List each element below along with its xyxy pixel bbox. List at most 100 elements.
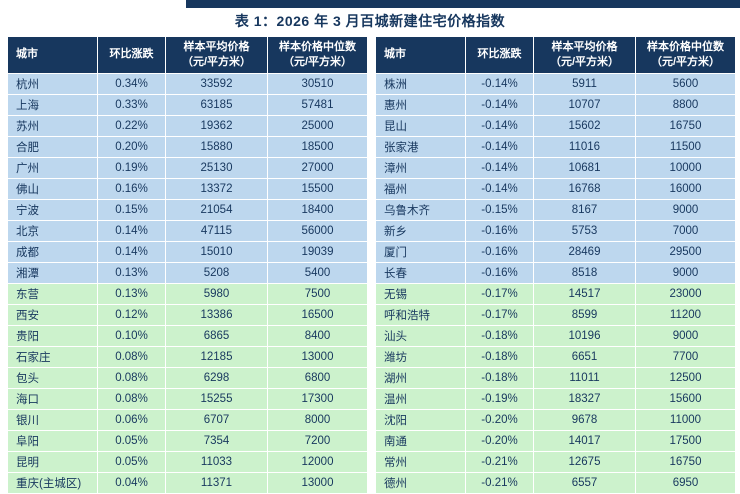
avg-price-cell: 6865: [165, 324, 268, 347]
header-row: 城市 环比涨跌 样本平均价格 （元/平方米） 样本价格中位数 （元/平方米）: [375, 36, 736, 74]
avg-price-cell: 6298: [165, 366, 268, 389]
table-row: 上海 0.33% 63185 57481: [7, 93, 368, 116]
table-row: 常州 -0.21% 12675 16750: [375, 450, 736, 473]
median-price-cell: 11500: [635, 135, 736, 158]
avg-price-cell: 19362: [165, 114, 268, 137]
median-price-cell: 25000: [267, 114, 368, 137]
avg-price-cell: 13386: [165, 303, 268, 326]
city-cell: 厦门: [375, 240, 466, 263]
city-cell: 石家庄: [7, 345, 98, 368]
city-cell: 惠州: [375, 93, 466, 116]
avg-price-cell: 6557: [533, 471, 636, 494]
avg-price-cell: 11371: [165, 471, 268, 494]
table-row: 无锡 -0.17% 14517 23000: [375, 282, 736, 305]
change-cell: 0.08%: [97, 345, 166, 368]
median-price-cell: 57481: [267, 93, 368, 116]
table-row: 昆山 -0.14% 15602 16750: [375, 114, 736, 137]
table-row: 海口 0.08% 15255 17300: [7, 387, 368, 410]
city-cell: 包头: [7, 366, 98, 389]
col-header-median-unit: （元/平方米）: [282, 55, 353, 68]
table-row: 北京 0.14% 47115 56000: [7, 219, 368, 242]
median-price-cell: 15500: [267, 177, 368, 200]
change-cell: -0.18%: [465, 324, 534, 347]
change-cell: -0.14%: [465, 135, 534, 158]
table-row: 德州 -0.21% 6557 6950: [375, 471, 736, 494]
city-cell: 阜阳: [7, 429, 98, 452]
change-cell: 0.13%: [97, 282, 166, 305]
city-cell: 西安: [7, 303, 98, 326]
median-price-cell: 8000: [267, 408, 368, 431]
change-cell: 0.04%: [97, 471, 166, 494]
change-cell: -0.21%: [465, 450, 534, 473]
avg-price-cell: 15010: [165, 240, 268, 263]
city-cell: 乌鲁木齐: [375, 198, 466, 221]
median-price-cell: 10000: [635, 156, 736, 179]
col-header-avg-unit: （元/平方米）: [549, 55, 620, 68]
table-row: 株洲 -0.14% 5911 5600: [375, 72, 736, 95]
median-price-cell: 13000: [267, 345, 368, 368]
avg-price-cell: 5208: [165, 261, 268, 284]
median-price-cell: 9000: [635, 261, 736, 284]
median-price-cell: 19039: [267, 240, 368, 263]
change-cell: -0.14%: [465, 114, 534, 137]
table-row: 佛山 0.16% 13372 15500: [7, 177, 368, 200]
change-cell: -0.20%: [465, 408, 534, 431]
median-price-cell: 30510: [267, 72, 368, 95]
city-cell: 福州: [375, 177, 466, 200]
change-cell: 0.08%: [97, 387, 166, 410]
city-cell: 苏州: [7, 114, 98, 137]
header-row: 城市 环比涨跌 样本平均价格 （元/平方米） 样本价格中位数 （元/平方米）: [7, 36, 368, 74]
col-header-avg-label: 样本平均价格: [183, 41, 250, 53]
change-cell: -0.20%: [465, 429, 534, 452]
city-cell: 重庆(主城区): [7, 471, 98, 494]
city-cell: 佛山: [7, 177, 98, 200]
tables-container: 城市 环比涨跌 样本平均价格 （元/平方米） 样本价格中位数 （元/平方米） 杭州 0…: [0, 31, 740, 494]
col-header-median: 样本价格中位数 （元/平方米）: [635, 36, 736, 74]
avg-price-cell: 10196: [533, 324, 636, 347]
city-cell: 贵阳: [7, 324, 98, 347]
city-cell: 株洲: [375, 72, 466, 95]
avg-price-cell: 13372: [165, 177, 268, 200]
city-cell: 呼和浩特: [375, 303, 466, 326]
change-cell: -0.14%: [465, 156, 534, 179]
col-header-median-label: 样本价格中位数: [279, 41, 356, 53]
city-cell: 汕头: [375, 324, 466, 347]
col-header-avg-unit: （元/平方米）: [181, 55, 252, 68]
median-price-cell: 5600: [635, 72, 736, 95]
table-row: 湘潭 0.13% 5208 5400: [7, 261, 368, 284]
median-price-cell: 27000: [267, 156, 368, 179]
city-cell: 北京: [7, 219, 98, 242]
city-cell: 宁波: [7, 198, 98, 221]
change-cell: 0.05%: [97, 450, 166, 473]
city-cell: 常州: [375, 450, 466, 473]
change-cell: 0.08%: [97, 366, 166, 389]
table-row: 西安 0.12% 13386 16500: [7, 303, 368, 326]
city-cell: 昆山: [375, 114, 466, 137]
table-row: 昆明 0.05% 11033 12000: [7, 450, 368, 473]
avg-price-cell: 33592: [165, 72, 268, 95]
median-price-cell: 16750: [635, 450, 736, 473]
table-row: 厦门 -0.16% 28469 29500: [375, 240, 736, 263]
avg-price-cell: 11016: [533, 135, 636, 158]
change-cell: -0.21%: [465, 471, 534, 494]
median-price-cell: 13000: [267, 471, 368, 494]
change-cell: 0.14%: [97, 219, 166, 242]
change-cell: -0.18%: [465, 366, 534, 389]
median-price-cell: 17500: [635, 429, 736, 452]
table-row: 沈阳 -0.20% 9678 11000: [375, 408, 736, 431]
city-cell: 合肥: [7, 135, 98, 158]
table-row: 漳州 -0.14% 10681 10000: [375, 156, 736, 179]
table-row: 汕头 -0.18% 10196 9000: [375, 324, 736, 347]
median-price-cell: 16750: [635, 114, 736, 137]
change-cell: 0.20%: [97, 135, 166, 158]
col-header-change: 环比涨跌: [97, 36, 166, 74]
change-cell: -0.17%: [465, 282, 534, 305]
table-row: 贵阳 0.10% 6865 8400: [7, 324, 368, 347]
change-cell: -0.14%: [465, 72, 534, 95]
median-price-cell: 12500: [635, 366, 736, 389]
change-cell: 0.06%: [97, 408, 166, 431]
median-price-cell: 5400: [267, 261, 368, 284]
avg-price-cell: 12185: [165, 345, 268, 368]
col-header-city: 城市: [375, 36, 466, 74]
median-price-cell: 8400: [267, 324, 368, 347]
